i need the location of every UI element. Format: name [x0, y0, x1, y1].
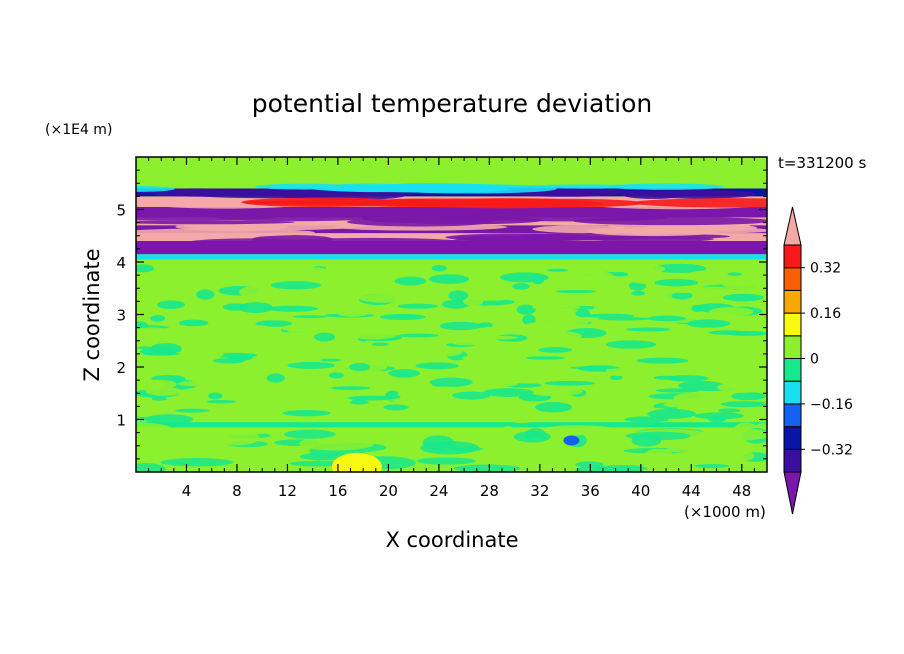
contour-plot-area	[136, 157, 767, 472]
y-axis-unit: (×1E4 m)	[45, 122, 112, 138]
contour-band-3	[136, 254, 767, 260]
x-tick-label: 44	[682, 482, 701, 500]
colorbar-swatch-2	[783, 403, 802, 428]
x-tick-label: 24	[429, 482, 448, 500]
y-tick-label: 2	[116, 359, 126, 377]
colorbar-tick-label: −0.16	[810, 397, 853, 413]
chart-title: potential temperature deviation	[252, 89, 652, 118]
x-tick-label: 40	[631, 482, 650, 500]
colorbar-swatch-9	[783, 244, 802, 269]
colorbar-swatch-7	[783, 289, 802, 314]
colorbar-swatch-8	[783, 267, 802, 291]
colorbar-under-arrow	[783, 471, 802, 515]
x-axis-unit: (×1000 m)	[684, 503, 766, 521]
x-tick-label: 4	[182, 482, 192, 500]
colorbar: 0.32 0.16 0 −0.16 −0.32	[783, 206, 853, 515]
colorbar-swatch-6	[783, 312, 802, 337]
y-tick-label: 5	[116, 202, 126, 220]
x-axis-label: X coordinate	[385, 528, 518, 552]
time-label: t=331200 s	[778, 154, 866, 172]
contour-band-1	[136, 422, 767, 428]
y-tick-label: 1	[116, 412, 126, 430]
y-axis-label: Z coordinate	[80, 248, 104, 381]
x-tick-label: 36	[581, 482, 600, 500]
x-tick-label: 32	[530, 482, 549, 500]
colorbar-tick-label: 0.16	[810, 306, 841, 322]
contour-texture	[136, 183, 767, 472]
colorbar-swatch-5	[783, 335, 802, 359]
x-tick-label: 16	[328, 482, 347, 500]
cool-patch	[563, 435, 580, 446]
colorbar-tick-label: −0.32	[810, 442, 853, 458]
colorbar-tick-label: 0	[810, 352, 819, 368]
x-tick-label: 20	[379, 482, 398, 500]
warm-patch	[331, 452, 382, 472]
contour-band-8	[136, 206, 767, 218]
y-tick-label: 3	[116, 307, 126, 325]
colorbar-over-arrow	[783, 206, 802, 246]
colorbar-swatch-0	[783, 448, 802, 473]
colorbar-swatch-1	[783, 426, 802, 450]
contour-band-11	[136, 157, 767, 189]
x-tick-label: 48	[732, 482, 751, 500]
colorbar-tick-label: 0.32	[810, 261, 841, 277]
x-tick-label: 8	[232, 482, 242, 500]
x-tick-label: 12	[278, 482, 297, 500]
x-tick-label: 28	[480, 482, 499, 500]
y-tick-label: 4	[116, 254, 126, 272]
colorbar-swatch-4	[783, 358, 802, 382]
colorbar-swatch-3	[783, 380, 802, 405]
